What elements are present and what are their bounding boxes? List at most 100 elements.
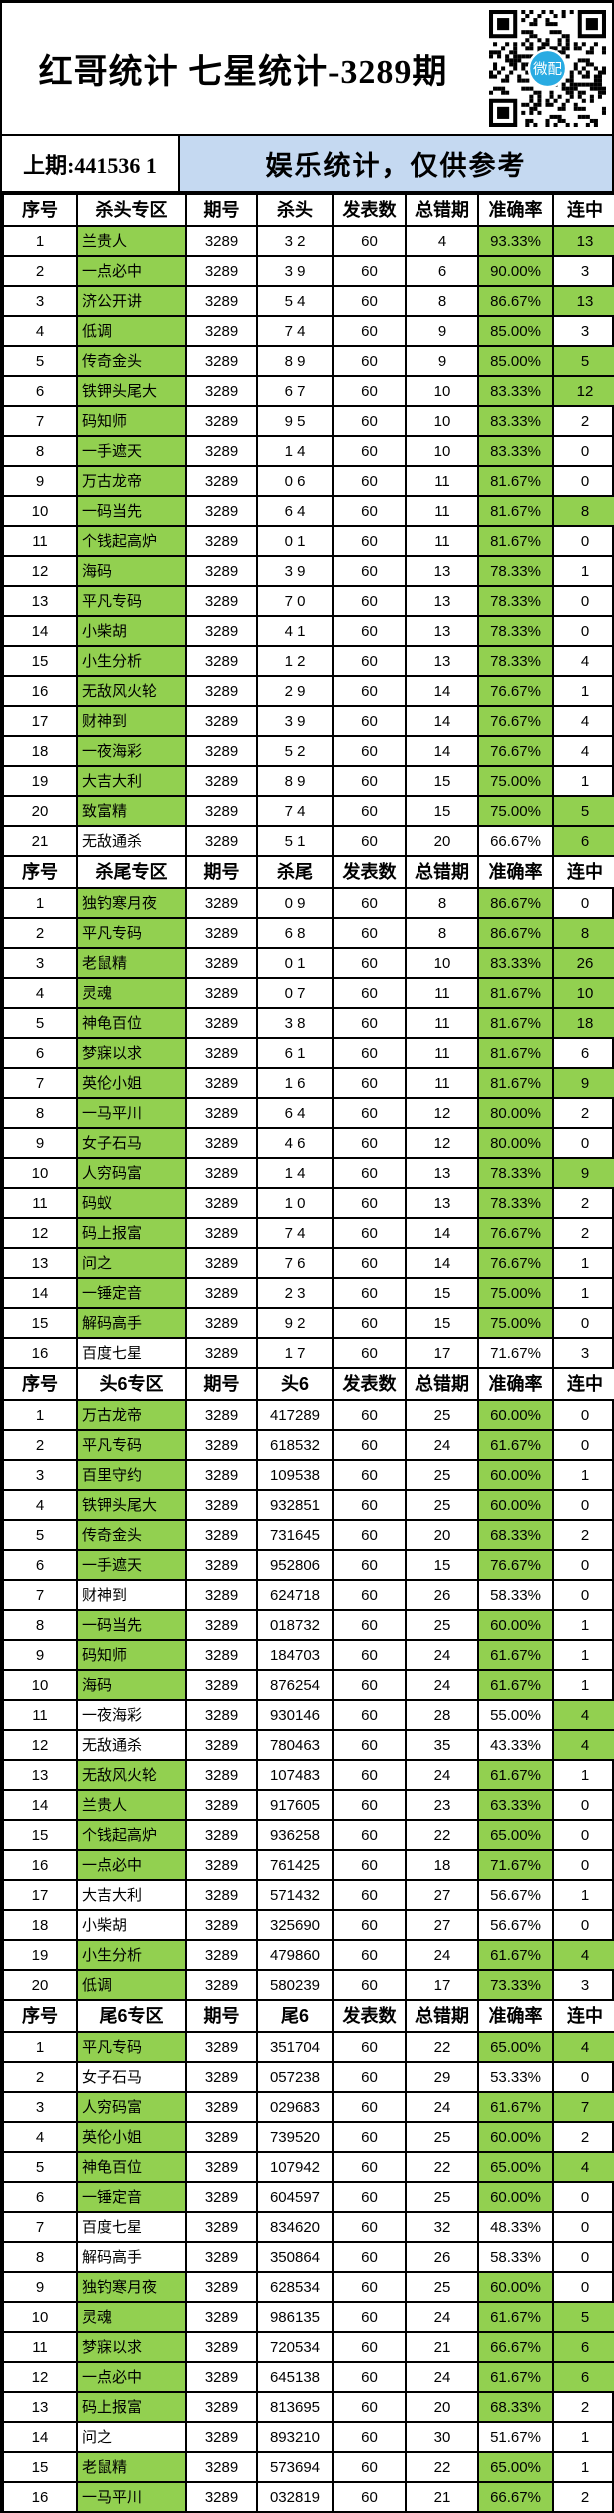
published-count-cell: 60 bbox=[332, 2271, 407, 2303]
rank-cell: 4 bbox=[2, 977, 78, 1009]
streak-cell: 0 bbox=[552, 2271, 614, 2303]
period-cell: 3289 bbox=[185, 615, 258, 647]
period-cell: 3289 bbox=[185, 405, 258, 437]
streak-cell: 3 bbox=[552, 1969, 614, 2001]
column-header: 序号 bbox=[2, 1367, 78, 1401]
name-cell: 低调 bbox=[76, 1969, 187, 2001]
streak-cell: 0 bbox=[552, 2181, 614, 2213]
published-count-cell: 60 bbox=[332, 1549, 407, 1581]
streak-cell: 2 bbox=[552, 2121, 614, 2153]
streak-cell: 2 bbox=[552, 405, 614, 437]
name-cell: 海码 bbox=[76, 1669, 187, 1701]
column-header: 期号 bbox=[185, 855, 258, 889]
rank-cell: 8 bbox=[2, 1609, 78, 1641]
accuracy-cell: 58.33% bbox=[477, 2241, 554, 2273]
period-cell: 3289 bbox=[185, 1459, 258, 1491]
period-cell: 3289 bbox=[185, 2181, 258, 2213]
column-header: 总错期 bbox=[405, 1999, 479, 2033]
accuracy-cell: 43.33% bbox=[477, 1729, 554, 1761]
period-cell: 3289 bbox=[185, 375, 258, 407]
published-count-cell: 60 bbox=[332, 735, 407, 767]
pick-cell: 018732 bbox=[256, 1609, 334, 1641]
accuracy-cell: 81.67% bbox=[477, 1067, 554, 1099]
name-cell: 一马平川 bbox=[76, 1097, 187, 1129]
name-cell: 灵魂 bbox=[76, 977, 187, 1009]
table-row: 5 传奇金头 3289 731645 60 20 68.33% 2 bbox=[2, 1519, 614, 1551]
rank-cell: 13 bbox=[2, 1247, 78, 1279]
accuracy-cell: 65.00% bbox=[477, 2451, 554, 2483]
wrong-periods-cell: 4 bbox=[405, 225, 479, 257]
rank-cell: 17 bbox=[2, 1879, 78, 1911]
streak-cell: 0 bbox=[552, 887, 614, 919]
name-cell: 码上报富 bbox=[76, 1217, 187, 1249]
svg-text:微配: 微配 bbox=[533, 61, 563, 78]
table-row: 11 个钱起高炉 3289 0 1 60 11 81.67% 0 bbox=[2, 525, 614, 557]
rank-cell: 5 bbox=[2, 1519, 78, 1551]
table-row: 14 兰贵人 3289 917605 60 23 63.33% 0 bbox=[2, 1789, 614, 1821]
pick-cell: 7 6 bbox=[256, 1247, 334, 1279]
table-row: 6 一锤定音 3289 604597 60 25 60.00% 0 bbox=[2, 2181, 614, 2213]
column-header: 总错期 bbox=[405, 1367, 479, 1401]
name-cell: 一锤定音 bbox=[76, 1277, 187, 1309]
pick-cell: 8 9 bbox=[256, 765, 334, 797]
name-cell: 一码当先 bbox=[76, 495, 187, 527]
pick-cell: 813695 bbox=[256, 2391, 334, 2423]
period-cell: 3289 bbox=[185, 2151, 258, 2183]
table-row: 17 大吉大利 3289 571432 60 27 56.67% 1 bbox=[2, 1879, 614, 1911]
wrong-periods-cell: 8 bbox=[405, 285, 479, 317]
period-cell: 3289 bbox=[185, 2211, 258, 2243]
section-header-row: 序号 杀头专区 期号 杀头 发表数 总错期 准确率 连中 bbox=[2, 193, 614, 227]
pick-cell: 917605 bbox=[256, 1789, 334, 1821]
pick-cell: 571432 bbox=[256, 1879, 334, 1911]
streak-cell: 4 bbox=[552, 1939, 614, 1971]
accuracy-cell: 78.33% bbox=[477, 555, 554, 587]
period-cell: 3289 bbox=[185, 887, 258, 919]
table-row: 21 无敌通杀 3289 5 1 60 20 66.67% 6 bbox=[2, 825, 614, 857]
period-cell: 3289 bbox=[185, 255, 258, 287]
streak-cell: 1 bbox=[552, 1639, 614, 1671]
accuracy-cell: 58.33% bbox=[477, 1579, 554, 1611]
accuracy-cell: 48.33% bbox=[477, 2211, 554, 2243]
column-header: 杀尾 bbox=[256, 855, 334, 889]
accuracy-cell: 78.33% bbox=[477, 585, 554, 617]
table-row: 10 海码 3289 876254 60 24 61.67% 1 bbox=[2, 1669, 614, 1701]
pick-cell: 6 4 bbox=[256, 1097, 334, 1129]
accuracy-cell: 83.33% bbox=[477, 947, 554, 979]
table-row: 16 无敌风火轮 3289 2 9 60 14 76.67% 1 bbox=[2, 675, 614, 707]
name-cell: 一手遮天 bbox=[76, 435, 187, 467]
accuracy-cell: 81.67% bbox=[477, 1037, 554, 1069]
streak-cell: 8 bbox=[552, 495, 614, 527]
period-cell: 3289 bbox=[185, 345, 258, 377]
streak-cell: 3 bbox=[552, 1337, 614, 1369]
wrong-periods-cell: 14 bbox=[405, 1247, 479, 1279]
period-cell: 3289 bbox=[185, 1609, 258, 1641]
rank-cell: 10 bbox=[2, 1157, 78, 1189]
name-cell: 梦寐以求 bbox=[76, 1037, 187, 1069]
published-count-cell: 60 bbox=[332, 977, 407, 1009]
period-cell: 3289 bbox=[185, 2091, 258, 2123]
column-header: 尾6 bbox=[256, 1999, 334, 2033]
table-row: 1 独钓寒月夜 3289 0 9 60 8 86.67% 0 bbox=[2, 887, 614, 919]
period-cell: 3289 bbox=[185, 1429, 258, 1461]
period-cell: 3289 bbox=[185, 825, 258, 857]
section-header-row: 序号 尾6专区 期号 尾6 发表数 总错期 准确率 连中 bbox=[2, 1999, 614, 2033]
pick-cell: 739520 bbox=[256, 2121, 334, 2153]
streak-cell: 0 bbox=[552, 2241, 614, 2273]
pick-cell: 7 0 bbox=[256, 585, 334, 617]
wrong-periods-cell: 13 bbox=[405, 555, 479, 587]
pick-cell: 1 2 bbox=[256, 645, 334, 677]
column-header: 期号 bbox=[185, 1999, 258, 2033]
column-header: 总错期 bbox=[405, 855, 479, 889]
accuracy-cell: 81.67% bbox=[477, 977, 554, 1009]
rank-cell: 12 bbox=[2, 2361, 78, 2393]
wrong-periods-cell: 15 bbox=[405, 765, 479, 797]
streak-cell: 0 bbox=[552, 1399, 614, 1431]
name-cell: 无敌风火轮 bbox=[76, 675, 187, 707]
accuracy-cell: 56.67% bbox=[477, 1879, 554, 1911]
column-header: 杀尾专区 bbox=[76, 855, 187, 889]
streak-cell: 0 bbox=[552, 1489, 614, 1521]
table-row: 2 一点必中 3289 3 9 60 6 90.00% 3 bbox=[2, 255, 614, 287]
published-count-cell: 60 bbox=[332, 1759, 407, 1791]
title-bar: 红哥统计 七星统计-3289期 微配 bbox=[2, 0, 612, 136]
wrong-periods-cell: 13 bbox=[405, 1157, 479, 1189]
